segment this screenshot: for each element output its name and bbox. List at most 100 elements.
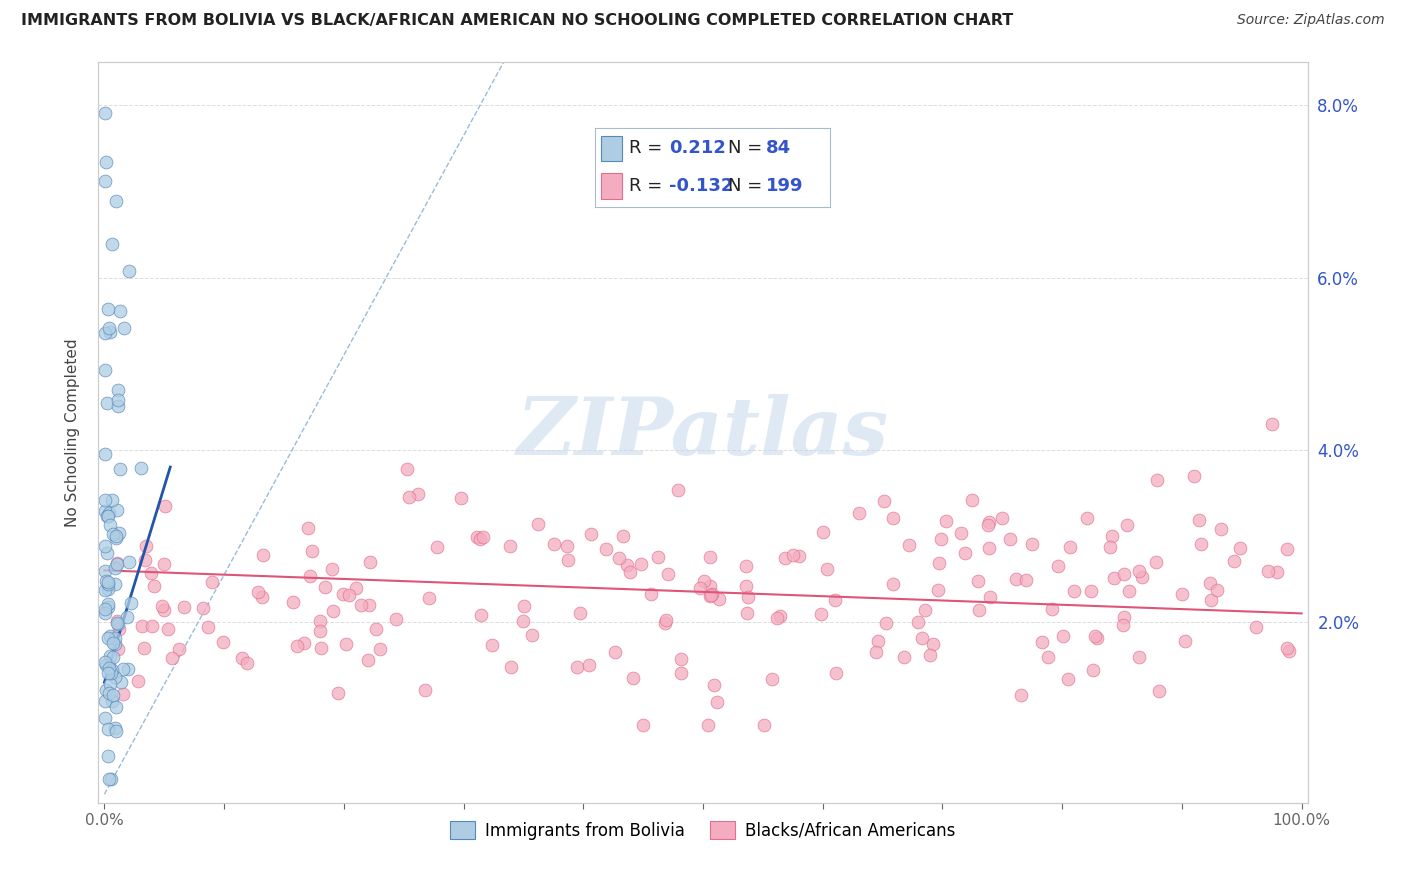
Point	[873, 494, 896, 508]
Point	[98, 649, 121, 664]
Bar	[602, 173, 623, 199]
Point	[654, 615, 676, 630]
Point	[810, 607, 832, 621]
Point	[292, 636, 315, 650]
Point	[737, 591, 759, 605]
Point	[824, 665, 846, 680]
Point	[557, 552, 579, 566]
Point	[769, 608, 792, 623]
Point	[197, 620, 219, 634]
Point	[98, 676, 121, 690]
Point	[657, 566, 679, 581]
Point	[134, 552, 156, 566]
Point	[357, 652, 380, 666]
Point	[349, 598, 371, 612]
Point	[104, 576, 127, 591]
Point	[426, 540, 449, 554]
Text: N =: N =	[728, 178, 768, 195]
Point	[97, 748, 120, 763]
Point	[111, 687, 134, 701]
Text: IMMIGRANTS FROM BOLIVIA VS BLACK/AFRICAN AMERICAN NO SCHOOLING COMPLETED CORRELA: IMMIGRANTS FROM BOLIVIA VS BLACK/AFRICAN…	[21, 13, 1014, 29]
Point	[285, 639, 308, 653]
Point	[467, 530, 489, 544]
Text: 84: 84	[766, 139, 792, 157]
Point	[98, 518, 121, 533]
Point	[129, 461, 152, 475]
Point	[1052, 629, 1074, 643]
Point	[98, 659, 121, 673]
Point	[1031, 635, 1053, 649]
Point	[567, 660, 589, 674]
Point	[977, 515, 1000, 529]
Point	[98, 628, 121, 642]
Point	[107, 384, 129, 398]
Point	[100, 772, 122, 786]
Point	[1128, 650, 1150, 665]
Point	[1101, 529, 1123, 543]
Point	[998, 533, 1021, 547]
Point	[1083, 663, 1105, 677]
Point	[616, 558, 638, 572]
Point	[150, 599, 173, 614]
Bar	[602, 136, 623, 161]
Point	[1199, 592, 1222, 607]
Point	[953, 546, 976, 560]
Point	[1260, 417, 1282, 431]
Point	[143, 578, 166, 592]
Point	[94, 682, 117, 697]
Point	[173, 600, 195, 615]
Point	[1128, 564, 1150, 578]
Point	[865, 645, 887, 659]
Point	[98, 686, 121, 700]
Point	[1036, 650, 1059, 665]
Point	[94, 565, 117, 579]
Point	[110, 674, 132, 689]
Point	[155, 500, 177, 514]
Point	[1080, 584, 1102, 599]
Point	[97, 508, 120, 523]
Point	[1199, 576, 1222, 591]
Point	[96, 546, 118, 560]
Point	[568, 606, 591, 620]
Point	[655, 614, 678, 628]
Point	[160, 650, 183, 665]
Point	[707, 591, 730, 606]
Point	[578, 658, 600, 673]
Point	[875, 616, 897, 631]
Point	[105, 700, 128, 714]
Point	[93, 602, 115, 616]
Point	[309, 615, 332, 629]
Point	[212, 635, 235, 649]
Point	[104, 561, 127, 575]
Point	[967, 574, 990, 588]
Point	[1040, 602, 1063, 616]
Point	[1057, 673, 1080, 687]
Point	[93, 105, 115, 120]
Point	[631, 718, 654, 732]
Point	[1098, 540, 1121, 554]
Point	[1174, 634, 1197, 648]
Point	[101, 649, 124, 664]
Point	[1015, 574, 1038, 588]
Point	[581, 526, 603, 541]
Point	[297, 521, 319, 535]
Point	[619, 565, 641, 579]
Point	[335, 637, 357, 651]
Point	[120, 595, 142, 609]
Point	[468, 532, 491, 546]
Point	[647, 550, 669, 565]
Point	[950, 526, 973, 541]
Point	[1146, 473, 1168, 487]
Point	[153, 602, 176, 616]
Point	[470, 608, 492, 623]
Point	[928, 557, 950, 571]
Point	[97, 722, 120, 736]
Point	[103, 721, 125, 735]
Point	[110, 462, 132, 476]
Point	[93, 711, 115, 725]
Point	[734, 559, 756, 574]
Point	[115, 610, 138, 624]
Point	[607, 550, 630, 565]
Point	[1209, 522, 1232, 536]
Y-axis label: No Schooling Completed: No Schooling Completed	[65, 338, 80, 527]
